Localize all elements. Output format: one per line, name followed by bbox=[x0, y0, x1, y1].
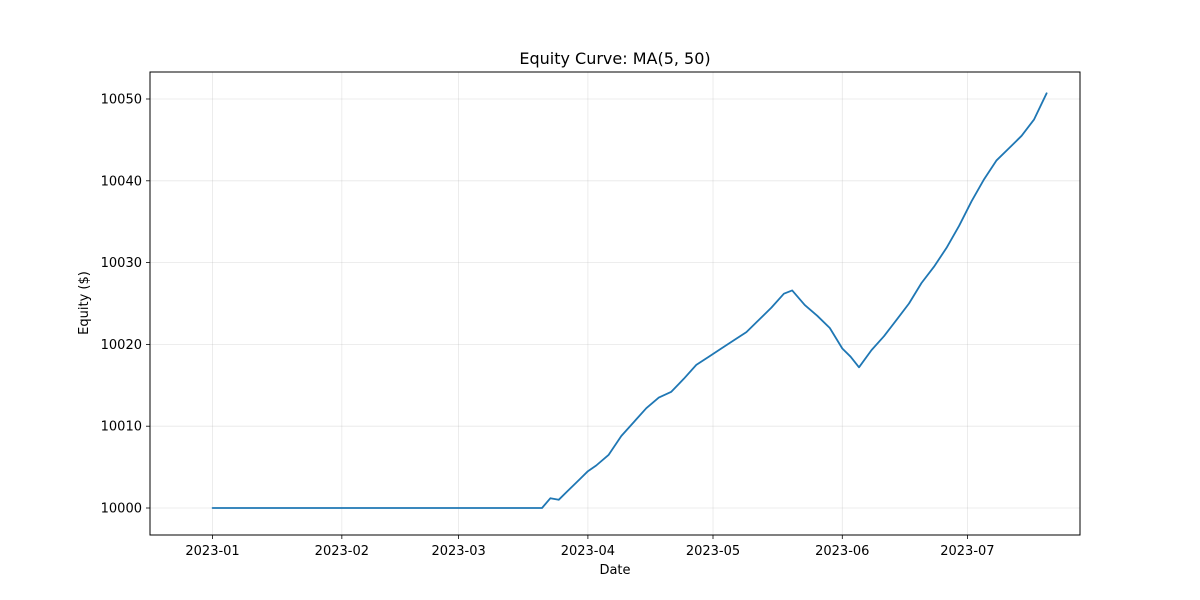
x-tick-label: 2023-03 bbox=[431, 544, 485, 559]
x-tick-label: 2023-06 bbox=[815, 544, 869, 559]
x-axis-label: Date bbox=[599, 563, 630, 578]
x-tick-label: 2023-04 bbox=[561, 544, 615, 559]
x-tick-label: 2023-02 bbox=[315, 544, 369, 559]
y-axis-label: Equity ($) bbox=[77, 271, 92, 335]
y-tick-label: 10020 bbox=[101, 338, 142, 353]
ticks: 2023-01 2023-02 2023-03 2023-04 2023-05 2023-… bbox=[101, 92, 995, 559]
chart-title: Equity Curve: MA(5, 50) bbox=[519, 49, 710, 68]
equity-series-line bbox=[211, 92, 1048, 509]
line-layer bbox=[211, 92, 1048, 509]
x-tick-label: 2023-01 bbox=[185, 544, 239, 559]
x-tick-label: 2023-07 bbox=[940, 544, 994, 559]
x-tick-label: 2023-05 bbox=[686, 544, 740, 559]
y-tick-label: 10000 bbox=[101, 502, 142, 517]
y-tick-label: 10050 bbox=[101, 92, 142, 107]
y-tick-label: 10040 bbox=[101, 174, 142, 189]
y-tick-label: 10030 bbox=[101, 256, 142, 271]
plot-frame bbox=[149, 71, 1081, 536]
y-tick-label: 10010 bbox=[101, 420, 142, 435]
grid bbox=[150, 72, 1080, 535]
